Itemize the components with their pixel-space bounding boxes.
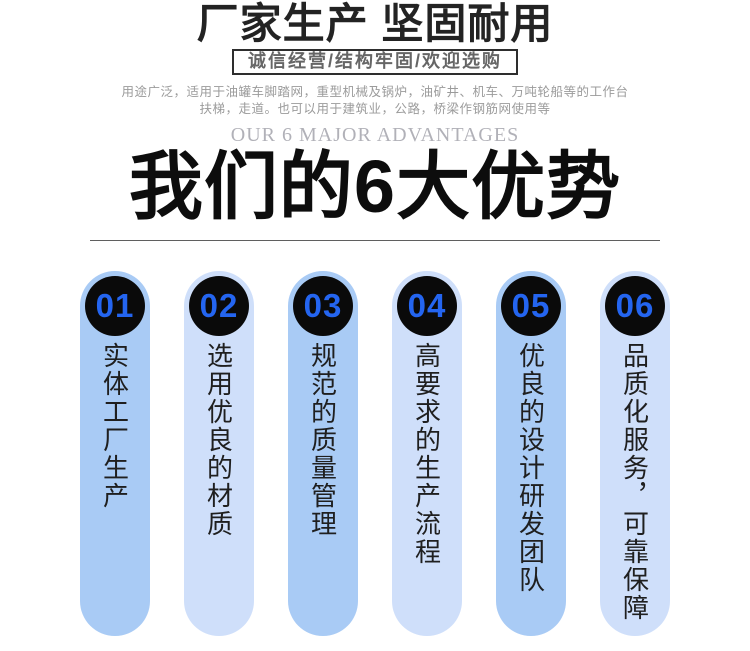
- advantage-pill-6: 06 品质化服务，可靠保障: [600, 270, 670, 636]
- advantage-number-badge: 04: [397, 275, 457, 336]
- subtitle-badge: 诚信经营/结构牢固/欢迎选购: [231, 48, 518, 75]
- advantage-text: 规范的质量管理: [307, 341, 338, 538]
- subtitle-box-wrap: 诚信经营/结构牢固/欢迎选购: [0, 46, 750, 75]
- horizontal-divider: [90, 239, 660, 241]
- advantage-text: 高要求的生产流程: [411, 341, 442, 566]
- poster-header: 厂家生产 坚固耐用 诚信经营/结构牢固/欢迎选购 用途广泛，适用于油罐车脚踏网，…: [0, 0, 750, 241]
- advantage-number-badge: 03: [293, 275, 353, 336]
- page-title: 厂家生产 坚固耐用: [196, 0, 554, 47]
- advantage-number-badge: 01: [85, 275, 145, 336]
- advantage-pill-5: 05 优良的设计研发团队: [496, 270, 566, 636]
- advantage-text: 实体工厂生产: [99, 341, 130, 510]
- advantage-number-badge: 06: [605, 275, 665, 336]
- usage-description: 用途广泛，适用于油罐车脚踏网，重型机械及锅炉，油矿井、机车、万吨轮船等的工作台 …: [0, 84, 750, 118]
- main-title: 我们的6大优势: [128, 144, 622, 228]
- advantage-pill-2: 02 选用优良的材质: [184, 270, 254, 636]
- advantage-text: 品质化服务，可靠保障: [619, 341, 650, 622]
- advantage-pill-1: 01 实体工厂生产: [80, 270, 150, 636]
- advantage-number-badge: 02: [189, 275, 249, 336]
- english-watermark: OUR 6 MAJOR ADVANTAGES: [230, 123, 520, 146]
- advantage-number-badge: 05: [501, 275, 561, 336]
- advantage-pill-4: 04 高要求的生产流程: [392, 270, 462, 636]
- usage-description-line1: 用途广泛，适用于油罐车脚踏网，重型机械及锅炉，油矿井、机车、万吨轮船等的工作台: [121, 84, 629, 99]
- advantage-text: 优良的设计研发团队: [515, 341, 546, 594]
- advantage-pill-3: 03 规范的质量管理: [288, 270, 358, 636]
- advantage-text: 选用优良的材质: [203, 341, 234, 538]
- advantages-list: 01 实体工厂生产 02 选用优良的材质 03 规范的质量管理 04 高要求的生…: [0, 270, 750, 636]
- usage-description-line2: 扶梯，走道。也可以用于建筑业，公路，桥梁作钢筋网使用等: [199, 101, 551, 116]
